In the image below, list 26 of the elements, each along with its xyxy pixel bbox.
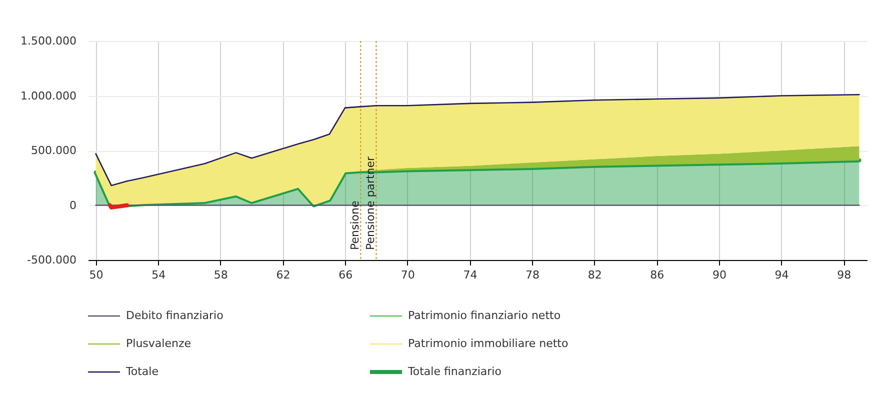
y-tick-label: 1.500.000 — [20, 34, 76, 48]
x-tick-label: 94 — [774, 268, 789, 282]
x-tick-label: 58 — [214, 268, 228, 282]
y-tick-label: 500.000 — [31, 144, 76, 157]
x-tick-label: 82 — [588, 268, 602, 282]
legend-label: Totale — [125, 365, 159, 378]
y-tick-label: 1.000.000 — [20, 89, 76, 102]
x-tick-label: 90 — [712, 268, 726, 282]
legend-label: Patrimonio finanziario netto — [408, 309, 561, 322]
ref-line-label: Pensione partner — [364, 156, 378, 250]
y-tick-label: -500.000 — [27, 254, 76, 266]
legend-label: Patrimonio immobiliare netto — [408, 337, 568, 350]
x-tick-label: 66 — [338, 268, 353, 282]
ref-line-label: Pensione — [348, 200, 362, 250]
legend-label: Totale finanziario — [407, 365, 502, 378]
x-tick-label: 74 — [463, 268, 478, 282]
legend-label: Debito finanziario — [126, 309, 224, 322]
y-tick-label: 0 — [70, 198, 76, 212]
x-tick-label: 78 — [526, 268, 540, 282]
x-tick-label: 86 — [650, 268, 664, 282]
x-tick-label: 54 — [152, 268, 166, 282]
x-tick-label: 62 — [276, 268, 290, 282]
x-tick-label: 98 — [837, 268, 852, 282]
x-tick-label: 70 — [400, 268, 415, 282]
x-tick-label: 50 — [89, 268, 104, 282]
legend-label: Plusvalenze — [126, 337, 192, 350]
